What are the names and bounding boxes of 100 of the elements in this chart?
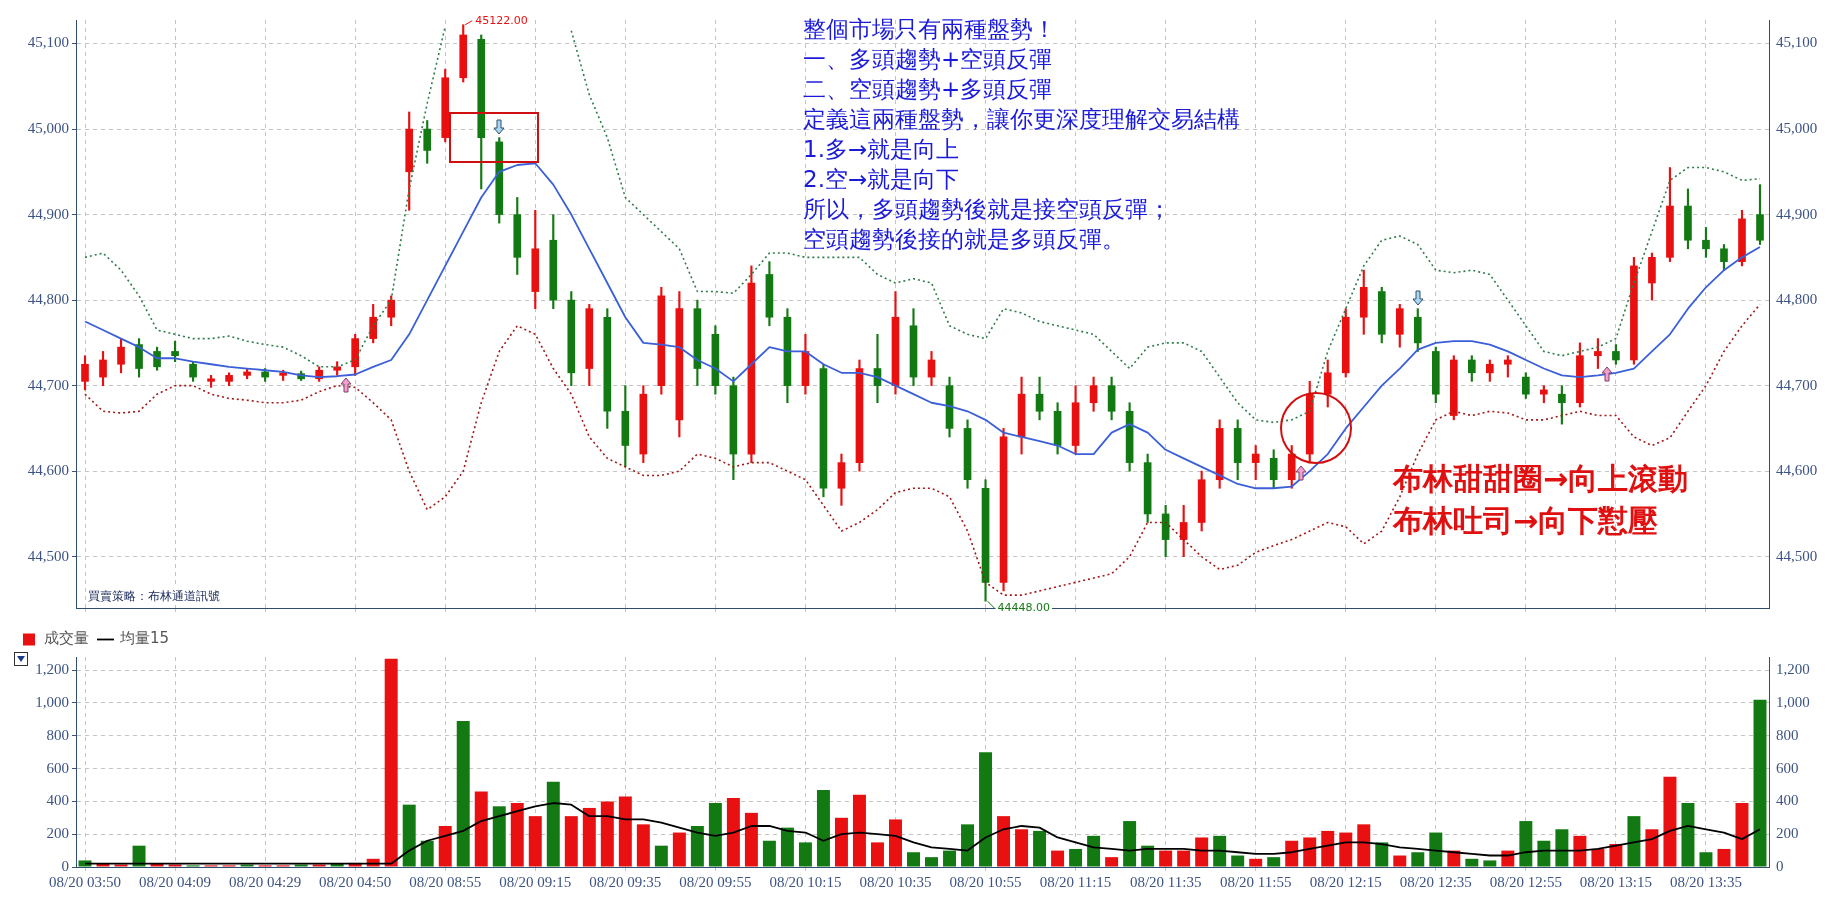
y-tick-label: 0 (61, 857, 69, 874)
x-tick-label: 08/20 11:55 (1219, 873, 1292, 890)
annotation: 整個市場只有兩種盤勢！ (803, 15, 1057, 44)
bar (1627, 816, 1641, 867)
y-tick-label: 1,200 (35, 661, 69, 678)
bar (690, 825, 704, 867)
bar (618, 796, 632, 867)
bar (672, 832, 686, 867)
y-tick-label: 45,000 (27, 120, 69, 136)
bar (1645, 829, 1659, 867)
bar (708, 803, 722, 867)
bar (852, 794, 866, 867)
bar (1555, 829, 1569, 867)
annotation: 布林吐司→向下懟壓 (1393, 502, 1660, 540)
x-tick-label: 08/20 04:50 (319, 873, 392, 890)
y-tick-label: 600 (46, 759, 69, 776)
annotation: 一、多頭趨勢+空頭反彈 (803, 45, 1054, 74)
bar (1411, 852, 1425, 867)
bar (1123, 821, 1137, 867)
y2-tick-label: 44,600 (1776, 462, 1818, 479)
bar (582, 807, 596, 867)
x-tick-label: 08/20 10:35 (859, 873, 932, 890)
y2-tick-label: 45,100 (1776, 34, 1818, 51)
x-tick-label: 08/20 04:29 (229, 873, 302, 890)
bar (1195, 837, 1209, 867)
bar (1303, 837, 1317, 867)
legend-label: 均量15 (119, 629, 170, 648)
x-tick-label: 08/20 09:35 (589, 873, 662, 890)
x-tick-label: 08/20 11:15 (1039, 873, 1112, 890)
bar (492, 806, 506, 867)
candlestick (207, 375, 215, 388)
y2-tick-label: 600 (1776, 759, 1799, 776)
bar (528, 816, 542, 867)
y-tick-label: 800 (46, 726, 69, 743)
bar (744, 812, 758, 867)
bar (564, 816, 578, 867)
bar (1663, 776, 1677, 867)
y2-tick-label: 44,900 (1776, 205, 1818, 222)
bar (1699, 852, 1713, 867)
annotation: 1.多→就是向上 (803, 135, 961, 164)
y-tick-label: 400 (46, 792, 69, 809)
y-tick-label: 44,700 (27, 376, 69, 393)
bar (834, 817, 848, 867)
y2-tick-label: 800 (1776, 726, 1799, 743)
bar (438, 825, 452, 867)
bar (654, 845, 668, 867)
y-tick-label: 1,000 (35, 693, 69, 710)
bar (1015, 829, 1029, 867)
bar (726, 798, 740, 867)
bar (1573, 835, 1587, 867)
bar (1393, 855, 1407, 867)
bar (1033, 830, 1047, 867)
bar (1357, 824, 1371, 867)
bar (870, 842, 884, 867)
y2-tick-label: 200 (1776, 825, 1799, 842)
y-tick-label: 44,500 (27, 547, 69, 564)
y2-tick-label: 45,000 (1776, 120, 1818, 136)
bar (1501, 850, 1515, 867)
bar (1591, 848, 1605, 867)
bar (1321, 830, 1335, 867)
bar (1735, 803, 1749, 867)
annotation: 買賣策略：布林通道訊號 (86, 588, 222, 605)
x-tick-label: 08/20 09:15 (499, 873, 572, 890)
bar (420, 840, 434, 867)
bar (943, 850, 956, 867)
y2-tick-label: 1,200 (1776, 661, 1810, 678)
legend-label: 成交量 (43, 629, 89, 648)
x-tick-label: 08/20 08:55 (409, 873, 482, 890)
bar (1069, 848, 1083, 867)
bar (1285, 840, 1299, 867)
annotation: 布林甜甜圈→向上滾動 (1393, 460, 1689, 498)
bar (1375, 842, 1389, 867)
bar (1231, 855, 1245, 867)
x-tick-label: 08/20 12:15 (1309, 873, 1382, 890)
bar (546, 781, 560, 867)
bar (1483, 860, 1497, 867)
x-tick-label: 08/20 13:15 (1579, 873, 1652, 890)
y2-tick-label: 0 (1776, 857, 1784, 874)
x-tick-label: 08/20 12:35 (1399, 873, 1472, 890)
bar (600, 801, 614, 867)
bar (636, 824, 650, 867)
x-tick-label: 08/20 10:55 (949, 873, 1022, 890)
bar (510, 803, 524, 867)
y-tick-label: 45,100 (27, 34, 69, 51)
annotation: 空頭趨勢後接的就是多頭反彈。 (803, 225, 1126, 254)
y2-tick-label: 1,000 (1776, 693, 1810, 710)
annotation: 二、空頭趨勢+多頭反彈 (803, 75, 1054, 104)
bar (1249, 858, 1263, 867)
x-tick-label: 08/20 11:35 (1129, 873, 1202, 890)
bar (1159, 850, 1173, 867)
bar (1105, 857, 1119, 867)
bar (1537, 840, 1551, 867)
y-tick-label: 44,800 (27, 291, 69, 308)
y2-tick-label: 44,700 (1776, 376, 1818, 393)
bar (1141, 845, 1155, 867)
annotation: 45122.00 (475, 13, 528, 27)
annotation: 所以，多頭趨勢後就是接空頭反彈； (803, 195, 1172, 224)
x-tick-label: 08/20 12:55 (1489, 873, 1562, 890)
bar (780, 827, 794, 867)
annotation: 44448.00 (997, 601, 1051, 615)
